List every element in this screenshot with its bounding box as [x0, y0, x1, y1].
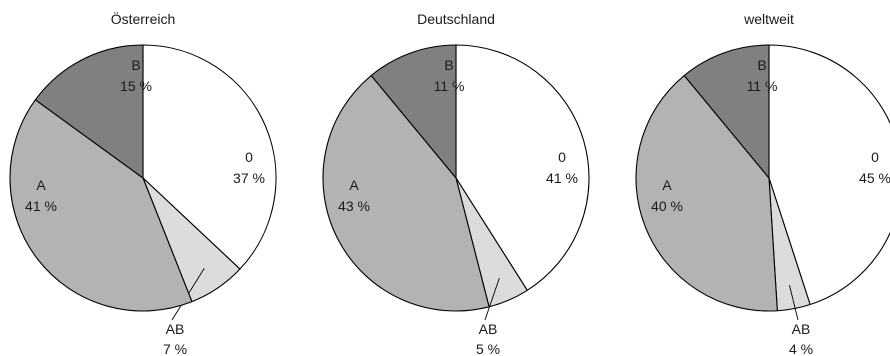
pie-title-worldwide: weltweit	[743, 11, 794, 27]
pie-slice-worldwide-o	[768, 44, 890, 306]
pie-slice-label-austria-ab: AB	[166, 321, 185, 337]
pie-labels-germany: 0 41 % AB 5 % A 43 % B 11 %	[338, 57, 578, 356]
pie-slice-value-germany-b: 11 %	[434, 78, 465, 94]
pie-slice-label-worldwide-b: B	[757, 57, 766, 73]
pie-slice-value-germany-a: 43 %	[338, 198, 370, 214]
pie-slice-value-austria-b: 15 %	[120, 78, 152, 94]
pie-slice-label-austria-a: A	[36, 177, 46, 193]
pie-chart-germany: Deutschland 0 41 % AB 5 % A 43 % B 11 %	[322, 11, 590, 356]
pie-slice-label-worldwide-a: A	[662, 177, 672, 193]
pie-slice-value-worldwide-a: 40 %	[651, 198, 683, 214]
pie-labels-austria: 0 37 % AB 7 % A 41 % B 15 %	[25, 57, 265, 356]
pie-slice-value-germany-o: 41 %	[546, 170, 578, 186]
pie-slice-germany-o	[455, 44, 590, 291]
pie-slice-value-austria-ab: 7 %	[163, 341, 187, 356]
pie-chart-austria: Österreich 0 37 % AB 7 % A 41 % B 15 %	[9, 10, 277, 356]
pie-leader-line-worldwide-ab	[789, 285, 799, 321]
pie-slice-value-austria-o: 37 %	[233, 170, 265, 186]
pie-slice-worldwide-b	[683, 44, 770, 179]
pie-slice-value-worldwide-b: 11 %	[747, 78, 778, 94]
pie-slices-germany	[322, 44, 590, 321]
pie-slice-value-germany-ab: 5 %	[476, 341, 500, 356]
pie-slice-austria-b	[34, 44, 144, 179]
pie-chart-worldwide: weltweit 0 45 % AB 4 % A 40 % B 11 %	[635, 11, 890, 356]
pie-slice-label-germany-a: A	[349, 177, 359, 193]
pie-slice-germany-b	[370, 44, 457, 179]
pie-title-austria: Österreich	[111, 10, 176, 27]
pie-slices-austria	[9, 44, 277, 321]
pie-slice-label-germany-b: B	[444, 57, 453, 73]
pie-labels-worldwide: 0 45 % AB 4 % A 40 % B 11 %	[651, 57, 890, 356]
pie-slice-austria-o	[142, 44, 277, 270]
pie-slice-value-worldwide-o: 45 %	[859, 170, 890, 186]
pie-slice-label-austria-b: B	[131, 57, 140, 73]
pie-slice-label-austria-o: 0	[245, 149, 253, 165]
pie-slice-austria-a	[9, 99, 193, 312]
pie-slice-label-worldwide-ab: AB	[792, 321, 811, 337]
pie-slice-worldwide-a	[635, 74, 778, 312]
pie-slices-worldwide	[635, 44, 890, 321]
pie-slice-label-worldwide-o: 0	[871, 149, 879, 165]
pie-title-germany: Deutschland	[417, 11, 495, 27]
pie-slice-value-austria-a: 41 %	[25, 198, 57, 214]
pie-slice-value-worldwide-ab: 4 %	[789, 341, 813, 356]
pie-slice-label-germany-o: 0	[558, 149, 566, 165]
pie-slice-label-germany-ab: AB	[479, 321, 498, 337]
pie-slice-germany-a	[322, 74, 490, 312]
pie-leader-line-germany-ab	[484, 277, 500, 321]
